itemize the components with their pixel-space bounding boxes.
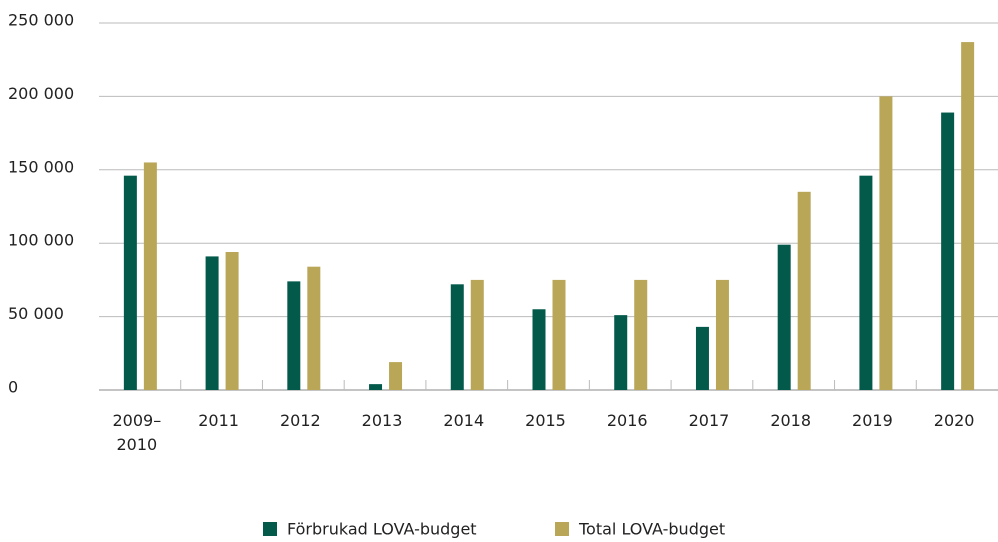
bar — [879, 96, 893, 391]
x-tick-label: 2019 — [852, 411, 893, 430]
x-tick-label: 2017 — [688, 411, 730, 430]
y-tick-label: 150 000 — [8, 157, 74, 176]
bar — [123, 175, 137, 390]
y-tick-label: 50 000 — [8, 304, 64, 323]
bar — [797, 191, 811, 390]
bar — [695, 326, 709, 390]
bar — [859, 175, 873, 390]
bar — [715, 279, 729, 390]
bar — [961, 42, 975, 391]
legend-swatch — [263, 522, 277, 536]
y-tick-label: 0 — [8, 378, 18, 397]
bar — [614, 315, 628, 390]
bar — [369, 384, 383, 390]
legend-label: Total LOVA-budget — [578, 520, 725, 539]
bar — [143, 162, 157, 390]
bar — [225, 252, 239, 390]
legend-label: Förbrukad LOVA-budget — [287, 520, 477, 539]
bar — [634, 279, 648, 390]
bar — [287, 281, 301, 390]
x-tick-label: 2013 — [361, 411, 403, 430]
x-tick-label: 2015 — [525, 411, 566, 430]
x-tick-label: 2012 — [279, 411, 321, 430]
x-tick-label: 2020 — [933, 411, 975, 430]
bar — [941, 112, 955, 390]
bar — [450, 284, 464, 390]
bar — [777, 244, 791, 390]
x-tick-label: 2016 — [606, 411, 648, 430]
bar — [307, 266, 321, 390]
y-tick-label: 200 000 — [8, 84, 74, 103]
x-tick-label: 2014 — [443, 411, 485, 430]
x-tick-label: 2011 — [198, 411, 239, 430]
bar — [470, 279, 484, 390]
legend-swatch — [555, 522, 569, 536]
bar — [205, 256, 219, 390]
bar — [532, 309, 546, 390]
y-tick-label: 250 000 — [8, 11, 74, 30]
x-tick-label: 2009–2010 — [112, 411, 162, 454]
x-tick-label: 2018 — [770, 411, 812, 430]
bar — [389, 362, 403, 390]
bar — [552, 279, 566, 390]
y-tick-label: 100 000 — [8, 231, 74, 250]
